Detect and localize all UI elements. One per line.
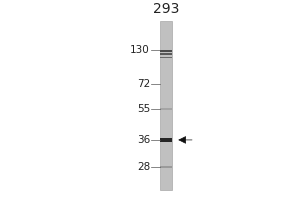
Bar	[160, 57, 172, 58]
Bar	[160, 108, 172, 110]
Text: 293: 293	[153, 2, 180, 16]
Bar	[160, 53, 172, 55]
Bar	[160, 166, 172, 168]
Text: 130: 130	[130, 45, 150, 55]
Text: 55: 55	[137, 104, 150, 114]
Bar	[160, 138, 172, 142]
Text: 28: 28	[137, 162, 150, 172]
Text: 36: 36	[137, 135, 150, 145]
Bar	[160, 21, 172, 190]
Text: 72: 72	[137, 79, 150, 89]
Bar	[160, 50, 172, 52]
